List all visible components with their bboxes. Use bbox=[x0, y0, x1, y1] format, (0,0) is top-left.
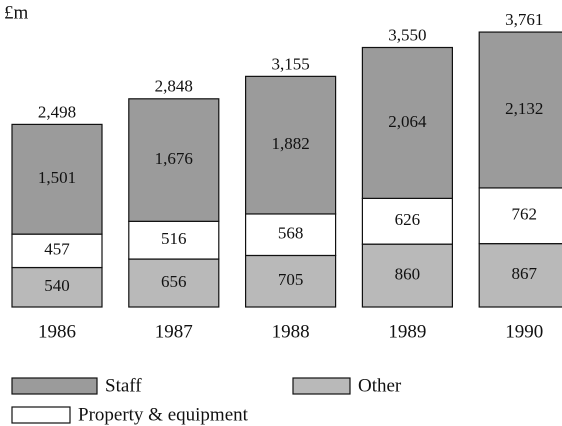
bar-segment bbox=[478, 31, 562, 189]
value-label: 656 bbox=[161, 272, 187, 291]
bar-segment bbox=[478, 243, 562, 308]
bar-segment bbox=[128, 258, 220, 308]
total-label: 3,761 bbox=[505, 10, 543, 29]
legend-label: Staff bbox=[105, 375, 142, 396]
value-label: 762 bbox=[511, 205, 537, 224]
legend-swatch bbox=[292, 377, 351, 395]
value-label: 516 bbox=[161, 229, 187, 248]
bar-segment bbox=[361, 197, 453, 245]
value-label: 705 bbox=[278, 270, 304, 289]
x-tick-label: 1989 bbox=[388, 321, 426, 342]
value-label: 2,064 bbox=[388, 112, 427, 131]
value-label: 2,132 bbox=[505, 99, 543, 118]
bar-segment bbox=[128, 98, 220, 222]
bar-segment bbox=[478, 187, 562, 245]
total-label: 2,498 bbox=[38, 102, 76, 121]
value-label: 1,882 bbox=[271, 134, 309, 153]
bar-segment bbox=[11, 266, 103, 308]
bar-segment bbox=[128, 220, 220, 260]
x-tick-label: 1990 bbox=[505, 321, 543, 342]
unit-label: £m bbox=[4, 2, 29, 23]
legend-label: Property & equipment bbox=[78, 404, 249, 425]
legend-swatch bbox=[11, 377, 98, 395]
value-label: 457 bbox=[44, 240, 70, 259]
value-label: 1,676 bbox=[155, 149, 193, 168]
bar-segment bbox=[11, 123, 103, 235]
bar-segment bbox=[245, 254, 337, 308]
bar-segment bbox=[245, 75, 337, 215]
total-label: 2,848 bbox=[155, 77, 193, 96]
bar-segment bbox=[361, 243, 453, 308]
value-label: 860 bbox=[395, 264, 421, 283]
x-tick-label: 1986 bbox=[38, 321, 76, 342]
value-label: 568 bbox=[278, 224, 304, 243]
value-label: 540 bbox=[44, 276, 70, 295]
x-tick-label: 1988 bbox=[272, 321, 310, 342]
value-label: 1,501 bbox=[38, 168, 76, 187]
legend-swatch bbox=[11, 406, 71, 424]
total-label: 3,550 bbox=[388, 25, 426, 44]
value-label: 867 bbox=[511, 264, 537, 283]
legend-label: Other bbox=[358, 375, 402, 396]
value-label: 626 bbox=[395, 210, 421, 229]
bar-segment bbox=[11, 233, 103, 269]
bar-segment bbox=[245, 213, 337, 257]
bar-segment bbox=[361, 46, 453, 199]
total-label: 3,155 bbox=[271, 54, 309, 73]
x-tick-label: 1987 bbox=[155, 321, 193, 342]
